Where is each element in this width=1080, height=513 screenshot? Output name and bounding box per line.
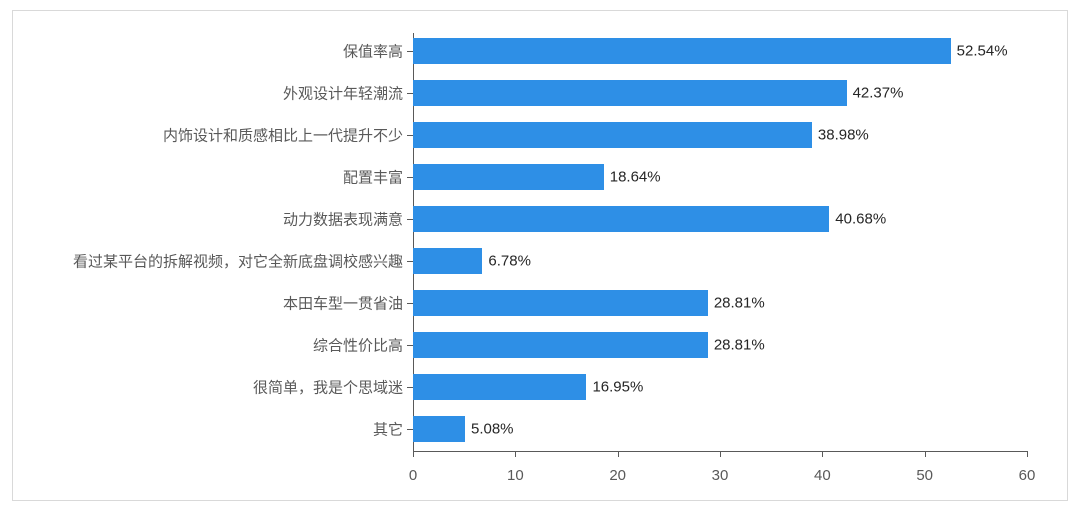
- plot-area: 0102030405060保值率高52.54%外观设计年轻潮流42.37%内饰设…: [413, 33, 1027, 491]
- x-tick-label: 10: [507, 467, 524, 484]
- x-tick: [822, 451, 823, 457]
- bar: 5.08%: [413, 416, 465, 442]
- bar: 16.95%: [413, 374, 586, 400]
- bar: 6.78%: [413, 248, 482, 274]
- bar-value-label: 38.98%: [812, 127, 869, 144]
- bar: 28.81%: [413, 332, 708, 358]
- x-tick-label: 20: [609, 467, 626, 484]
- bar-value-label: 28.81%: [708, 337, 765, 354]
- category-label: 很简单，我是个思域迷: [253, 377, 413, 398]
- x-tick-label: 30: [712, 467, 729, 484]
- x-tick-label: 40: [814, 467, 831, 484]
- bar: 38.98%: [413, 122, 812, 148]
- x-tick: [925, 451, 926, 457]
- x-tick: [618, 451, 619, 457]
- x-tick-label: 60: [1019, 467, 1036, 484]
- bar: 52.54%: [413, 38, 951, 64]
- category-label: 内饰设计和质感相比上一代提升不少: [163, 125, 413, 146]
- category-label: 配置丰富: [343, 167, 413, 188]
- bar-value-label: 42.37%: [847, 85, 904, 102]
- category-label: 看过某平台的拆解视频，对它全新底盘调校感兴趣: [73, 251, 413, 272]
- bar-value-label: 6.78%: [482, 253, 531, 270]
- bar: 40.68%: [413, 206, 829, 232]
- category-label: 综合性价比高: [313, 335, 413, 356]
- x-tick: [1027, 451, 1028, 457]
- bar: 42.37%: [413, 80, 847, 106]
- category-label: 保值率高: [343, 41, 413, 62]
- chart-card: 0102030405060保值率高52.54%外观设计年轻潮流42.37%内饰设…: [12, 10, 1068, 501]
- bar-value-label: 5.08%: [465, 421, 514, 438]
- bar: 28.81%: [413, 290, 708, 316]
- category-label: 动力数据表现满意: [283, 209, 413, 230]
- x-tick: [515, 451, 516, 457]
- chart-frame: 0102030405060保值率高52.54%外观设计年轻潮流42.37%内饰设…: [0, 0, 1080, 513]
- bar-value-label: 28.81%: [708, 295, 765, 312]
- x-tick: [720, 451, 721, 457]
- x-tick: [413, 451, 414, 457]
- bar-value-label: 52.54%: [951, 43, 1008, 60]
- category-label: 本田车型一贯省油: [283, 293, 413, 314]
- x-tick-label: 0: [409, 467, 417, 484]
- x-tick-label: 50: [916, 467, 933, 484]
- bar-value-label: 16.95%: [586, 379, 643, 396]
- bar: 18.64%: [413, 164, 604, 190]
- category-label: 外观设计年轻潮流: [283, 83, 413, 104]
- bar-value-label: 40.68%: [829, 211, 886, 228]
- bar-value-label: 18.64%: [604, 169, 661, 186]
- category-label: 其它: [373, 419, 413, 440]
